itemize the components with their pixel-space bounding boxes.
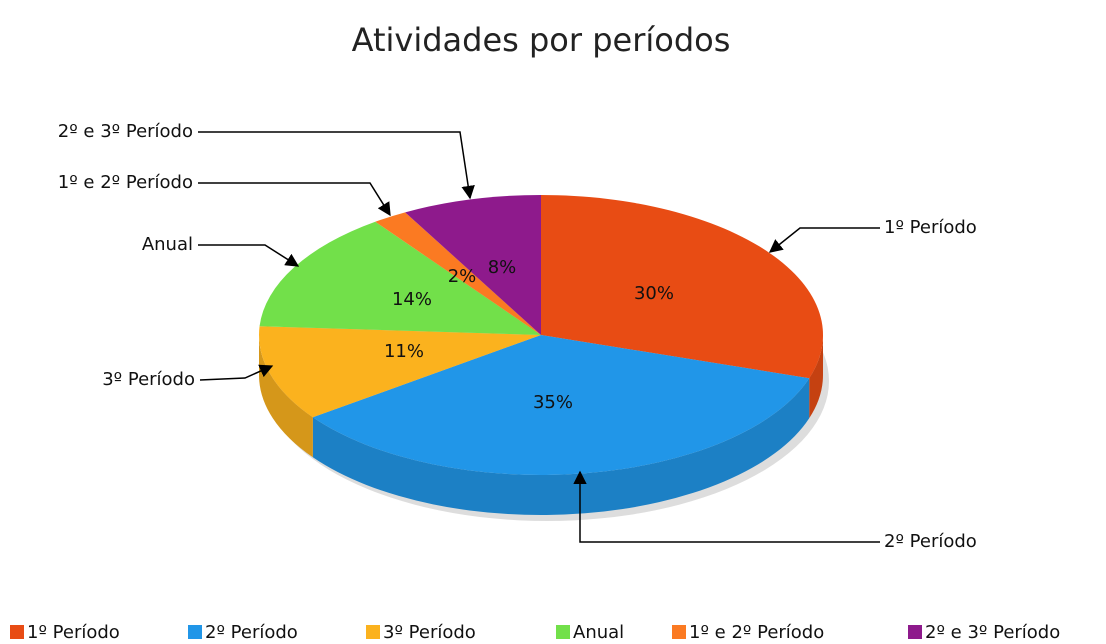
data-label: 11% <box>384 341 424 362</box>
callout-label: Anual <box>142 234 193 255</box>
callout-line <box>768 227 880 253</box>
slice <box>312 335 810 475</box>
callout-label: 2º Período <box>884 531 977 552</box>
callout-line <box>198 131 475 200</box>
data-label: 14% <box>392 289 432 310</box>
data-label: 8% <box>488 257 517 278</box>
legend-label: 1º Período <box>27 622 120 643</box>
slice <box>541 195 823 379</box>
slice-side <box>312 378 810 515</box>
callout-line <box>198 244 300 267</box>
legend-swatch <box>188 625 202 639</box>
slice <box>375 212 541 335</box>
callout-label: 1º Período <box>884 217 977 238</box>
slice-side <box>259 335 313 458</box>
callout-label: 2º e 3º Período <box>58 121 193 142</box>
legend-swatch <box>366 625 380 639</box>
legend-swatch <box>556 625 570 639</box>
legend-label: 2º Período <box>205 622 298 643</box>
callout-line <box>573 470 880 543</box>
callout-line <box>198 182 391 217</box>
legend-label: Anual <box>573 622 624 643</box>
slice <box>259 221 541 335</box>
legend-label: 2º e 3º Período <box>925 622 1060 643</box>
data-label: 2% <box>448 266 477 287</box>
data-label: 30% <box>634 283 674 304</box>
legend-label: 1º e 2º Período <box>689 622 824 643</box>
legend-swatch <box>908 625 922 639</box>
legend-swatch <box>10 625 24 639</box>
callout-label: 3º Período <box>102 369 195 390</box>
slice <box>405 195 541 335</box>
callout-line <box>199 364 274 381</box>
legend-label: 3º Período <box>383 622 476 643</box>
callout-label: 1º e 2º Período <box>58 172 193 193</box>
chart-title: Atividades por períodos <box>352 21 731 59</box>
slice <box>259 326 541 418</box>
slice-side <box>809 335 823 419</box>
data-label: 35% <box>533 392 573 413</box>
legend-swatch <box>672 625 686 639</box>
